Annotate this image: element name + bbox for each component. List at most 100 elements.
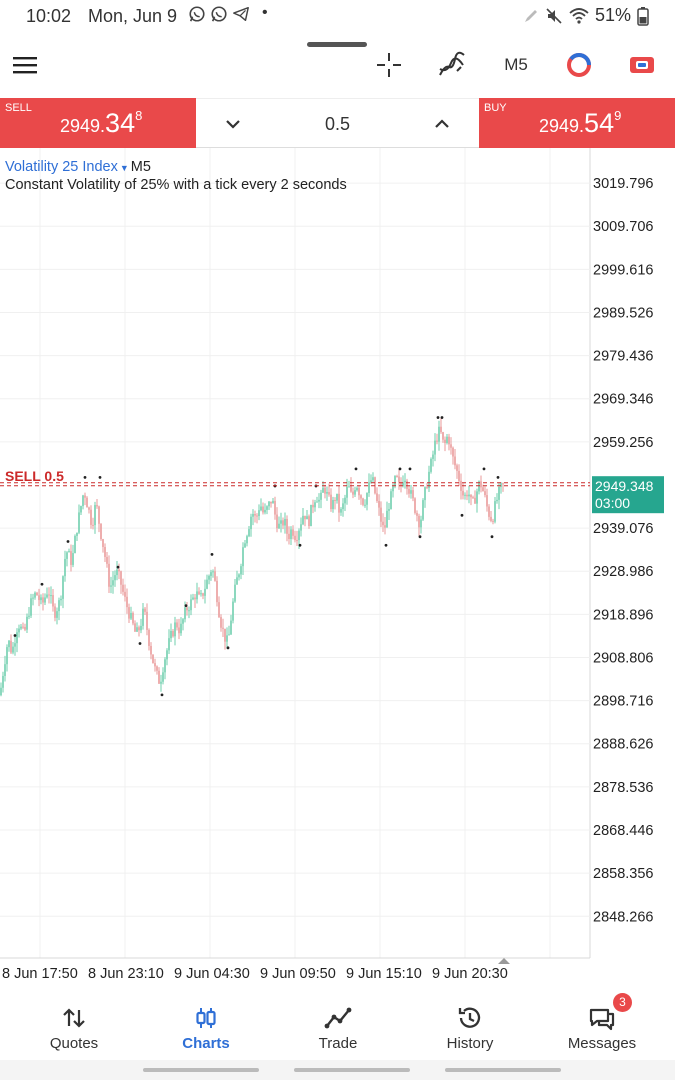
candle-body [262, 506, 264, 513]
candle-body [110, 585, 112, 587]
candle-body [258, 510, 260, 517]
indicators-button[interactable] [436, 50, 468, 80]
nav-messages[interactable]: 3 Messages [542, 990, 662, 1060]
candle-body [466, 494, 468, 497]
candle-body [486, 495, 488, 507]
candle-body [392, 486, 394, 492]
current-price-tag [592, 476, 664, 514]
candle-body [478, 481, 480, 492]
sell-price-sup: 8 [135, 108, 143, 123]
timeframe-button[interactable]: M5 [504, 55, 528, 74]
volume-value[interactable]: 0.5 [324, 114, 351, 134]
menu-button[interactable] [12, 50, 38, 80]
mute-icon [546, 7, 562, 24]
buy-button[interactable]: BUY 2949.549 [479, 98, 675, 148]
candle-body [238, 574, 240, 578]
one-click-trading-panel: SELL 2949.348 0.5 BUY 2949.549 [0, 98, 675, 148]
candle-body [32, 597, 34, 599]
candle-body [368, 482, 370, 494]
nav-history-label: History [446, 1035, 494, 1052]
candle-body [434, 440, 436, 455]
candle-body [234, 584, 236, 602]
extremum-dot [440, 416, 444, 419]
price-chart[interactable]: 3019.796 3009.706 2999.616 2989.526 2979.436… [0, 148, 675, 990]
extremum-dot [496, 476, 500, 479]
nav-quotes[interactable]: Quotes [14, 990, 134, 1060]
extremum-dot [210, 552, 214, 556]
candle-body [100, 523, 102, 540]
candle-body [296, 540, 298, 542]
symbol-header[interactable]: Volatility 25 Index ▼ M5 [5, 159, 151, 175]
candle-body [210, 572, 212, 576]
drag-handle[interactable] [307, 42, 367, 47]
crosshair-button[interactable] [374, 50, 404, 80]
candle-body [84, 495, 86, 498]
buy-label: BUY [484, 102, 507, 114]
y-tick-label: 2979.436 [593, 349, 653, 365]
candle-body [460, 480, 462, 491]
candle-body [90, 509, 92, 525]
candle-body [282, 520, 284, 526]
candle-body [338, 493, 340, 513]
sys-nav-back[interactable] [445, 1068, 561, 1072]
order-line-label: SELL 0.5 [5, 468, 64, 484]
candle-body [184, 607, 186, 620]
candle-body [402, 482, 404, 487]
charts-icon [196, 1008, 216, 1028]
sys-nav-home[interactable] [294, 1068, 410, 1072]
candle-body [334, 500, 336, 502]
candle-body [212, 571, 214, 573]
candle-body [4, 664, 6, 676]
sell-button[interactable]: SELL 2949.348 [0, 98, 196, 148]
symbol-name[interactable]: Volatility 25 Index [5, 159, 118, 175]
candle-body [344, 497, 346, 504]
chevron-up-icon[interactable] [431, 113, 453, 135]
candle-body [96, 505, 98, 507]
candle-body [150, 645, 152, 655]
nav-charts[interactable]: Charts [146, 990, 266, 1060]
candle-body [200, 593, 202, 595]
candle-body [172, 630, 174, 637]
candle-body [360, 495, 362, 499]
candle-body [182, 619, 184, 624]
candle-body [64, 558, 66, 577]
symbol-caret-icon[interactable]: ▼ [119, 163, 129, 173]
candle-body [46, 594, 48, 598]
candle-body [494, 501, 496, 522]
candle-body [430, 458, 432, 472]
chart-area[interactable]: 3019.796 3009.706 2999.616 2989.526 2979.436… [0, 148, 675, 990]
candle-body [120, 571, 122, 585]
candle-body [346, 486, 348, 498]
candle-body [482, 487, 484, 492]
candle-body [284, 518, 286, 526]
candle-body [326, 491, 328, 494]
candle-body [290, 529, 292, 540]
candle-body [300, 524, 302, 531]
nav-trade[interactable]: Trade [278, 990, 398, 1060]
nav-trade-label: Trade [318, 1035, 358, 1052]
candle-body [146, 611, 148, 630]
chevron-down-icon[interactable] [222, 113, 244, 135]
one-click-trade-button[interactable] [626, 50, 658, 80]
candle-body [240, 566, 242, 575]
sys-nav-recent[interactable] [143, 1068, 259, 1072]
candle-body [366, 493, 368, 505]
candle-body [232, 601, 234, 621]
candle-body [462, 490, 464, 496]
candle-body [280, 520, 282, 524]
extremum-dot [13, 634, 17, 637]
ring-button[interactable] [564, 50, 594, 80]
candle-body [22, 626, 24, 628]
candle-body [406, 480, 408, 489]
candle-body [424, 487, 426, 501]
candle-body [254, 513, 256, 516]
nav-history[interactable]: History [410, 990, 530, 1060]
candle-body [236, 577, 238, 585]
candle-body [378, 501, 380, 508]
candle-body [174, 622, 176, 637]
candle-body [268, 501, 270, 507]
candle-body [498, 486, 500, 500]
y-tick-label: 2918.896 [593, 607, 653, 623]
